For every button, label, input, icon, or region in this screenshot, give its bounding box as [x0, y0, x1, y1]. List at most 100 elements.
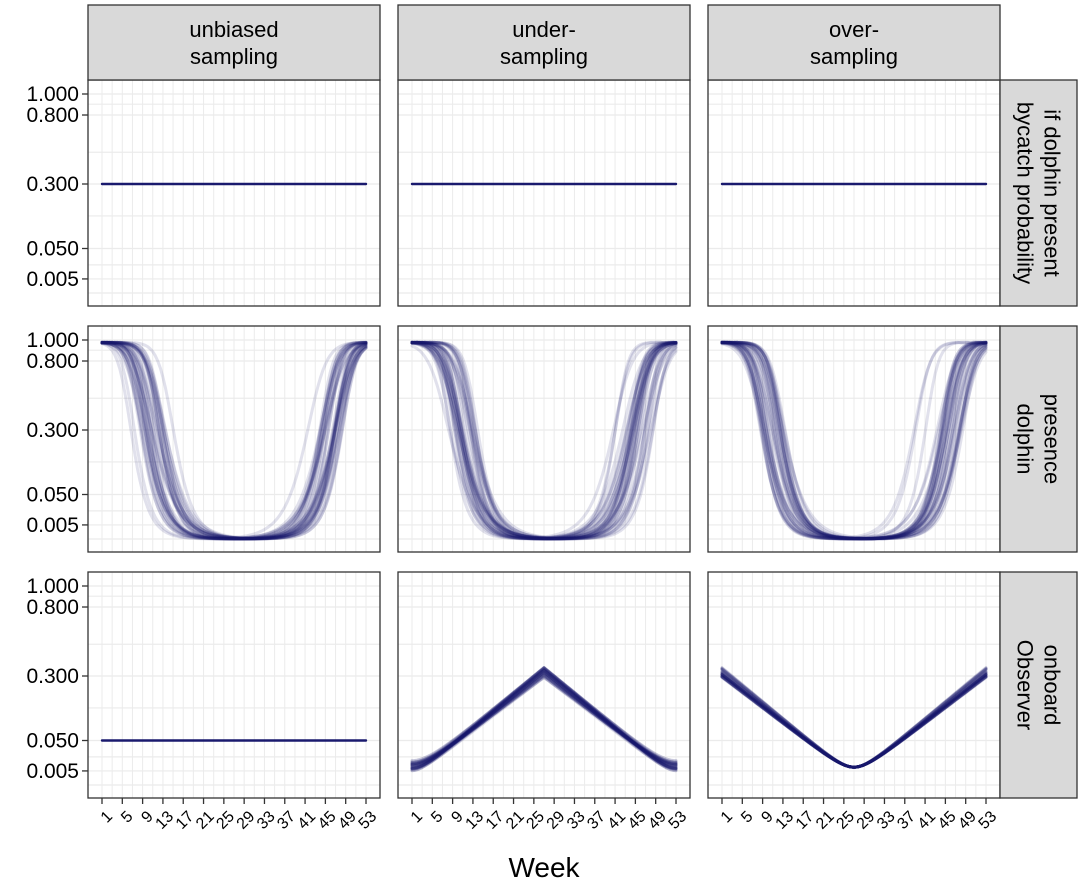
series-line — [410, 673, 678, 771]
series-line — [100, 341, 368, 541]
series-line — [720, 340, 988, 541]
series-line — [410, 666, 678, 764]
series-line — [720, 341, 988, 540]
y-tick-label: 0.300 — [26, 665, 79, 688]
series-line — [410, 667, 678, 763]
series-line — [410, 674, 678, 767]
series-line — [720, 671, 988, 769]
series-line — [100, 340, 368, 541]
row-strip-observer: Observer onboard — [999, 571, 1078, 799]
series-line — [720, 667, 988, 769]
series-line — [410, 341, 678, 540]
series-line — [100, 341, 368, 541]
x-tick-label: 5 — [118, 808, 136, 826]
series-line — [410, 666, 678, 766]
series-line — [410, 674, 678, 766]
x-tick-label: 1 — [408, 808, 426, 826]
series-line — [100, 340, 368, 541]
series-line — [720, 341, 988, 541]
series-line — [100, 341, 368, 540]
series-line — [720, 340, 988, 540]
series-line — [720, 340, 988, 541]
series-line — [720, 340, 988, 541]
y-tick-label: 0.300 — [26, 173, 79, 196]
series-line — [410, 666, 678, 763]
row-strip-label: onboard — [1040, 645, 1065, 726]
series-line — [100, 340, 368, 541]
series-line — [410, 667, 678, 768]
series-line — [720, 675, 988, 769]
series-line — [720, 340, 988, 541]
series-line — [410, 340, 678, 541]
series-line — [410, 340, 678, 541]
series-line — [720, 340, 988, 541]
series-line — [410, 341, 678, 540]
y-tick-label: 0.050 — [26, 730, 79, 753]
panel-border — [397, 571, 691, 799]
series-line — [720, 673, 988, 769]
series-line — [410, 340, 678, 541]
series-line — [100, 341, 368, 541]
series-line — [410, 670, 678, 769]
series-line — [720, 341, 988, 540]
column-strip-over: over-sampling — [707, 4, 1001, 81]
series-line — [100, 341, 368, 540]
series-line — [410, 340, 678, 540]
row-strip-background — [999, 79, 1078, 307]
panel-dolphin-over — [707, 325, 1001, 553]
series-line — [410, 340, 678, 539]
series-line — [410, 666, 678, 766]
series-line — [720, 668, 988, 769]
series-line — [720, 671, 988, 769]
series-line — [720, 673, 988, 769]
series-line — [410, 340, 678, 540]
strips: bycatch probability if dolphin present dol… — [87, 4, 1078, 799]
series-line — [410, 674, 678, 764]
y-tick-label: 0.005 — [26, 760, 79, 783]
series-line — [410, 340, 678, 541]
panel-border — [87, 325, 381, 553]
row-strip-background — [999, 325, 1078, 553]
series-line — [100, 340, 368, 540]
series-line — [720, 340, 988, 541]
series-line — [100, 340, 368, 540]
series-line — [100, 340, 368, 541]
series-line — [410, 340, 678, 541]
column-strip-under: under-sampling — [397, 4, 691, 81]
series-line — [720, 674, 988, 769]
series-line — [720, 675, 988, 769]
series-line — [720, 666, 988, 769]
y-tick-label: 0.300 — [26, 419, 79, 442]
series-line — [100, 340, 368, 541]
series-line — [100, 341, 368, 540]
series-line — [410, 669, 678, 770]
series-line — [410, 670, 678, 767]
x-tick-label: 5 — [738, 808, 756, 826]
series-line — [410, 667, 678, 770]
series-line — [720, 340, 988, 541]
row-strip-label: bycatch probability — [1013, 102, 1038, 284]
series-line — [720, 340, 988, 541]
series-line — [720, 673, 988, 769]
series-line — [410, 666, 678, 771]
series-line — [720, 340, 988, 541]
series-line — [410, 670, 678, 770]
series-line — [410, 341, 678, 541]
series-line — [720, 675, 988, 769]
series-line — [410, 341, 678, 540]
panel-bycatch-over — [707, 79, 1001, 307]
y-tick-label: 0.050 — [26, 238, 79, 261]
series-line — [720, 340, 988, 540]
series-line — [720, 341, 988, 540]
series-line — [410, 340, 678, 541]
series-line — [100, 340, 368, 540]
panels — [87, 79, 1001, 799]
series-line — [410, 340, 678, 540]
x-tick-label: 53 — [356, 808, 381, 833]
series-line — [410, 340, 678, 541]
series-line — [410, 340, 678, 541]
row-strip-bycatch: bycatch probability if dolphin present — [999, 79, 1078, 307]
series-line — [720, 675, 988, 769]
panel-border — [87, 571, 381, 799]
